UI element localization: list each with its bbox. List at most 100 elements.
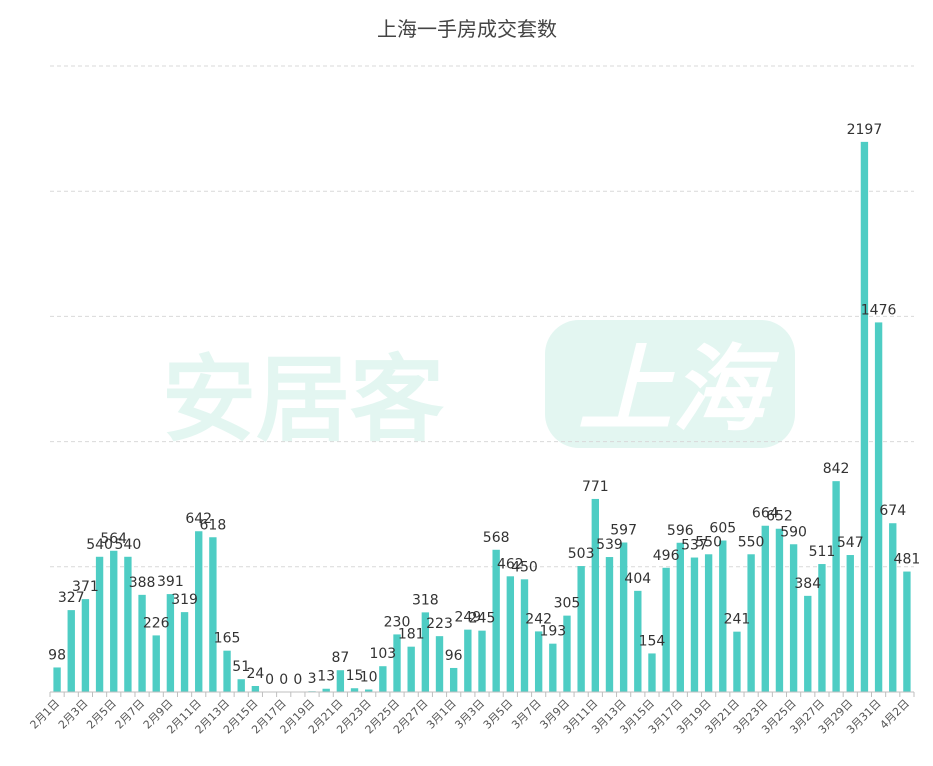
data-label: 0 xyxy=(265,672,274,688)
data-label: 404 xyxy=(624,571,651,587)
data-label: 3 xyxy=(308,671,317,687)
data-label: 503 xyxy=(568,546,595,562)
data-label: 223 xyxy=(426,616,453,632)
data-label: 550 xyxy=(738,534,765,550)
data-label: 540 xyxy=(115,537,142,553)
data-label: 450 xyxy=(511,559,538,575)
data-label: 327 xyxy=(58,590,85,606)
bar xyxy=(223,650,231,692)
bar xyxy=(733,631,741,692)
bar xyxy=(563,615,571,692)
data-label: 540 xyxy=(86,537,113,553)
bar xyxy=(435,636,444,692)
x-tick-label: 2月7日 xyxy=(113,697,148,732)
bar xyxy=(421,612,430,692)
bar xyxy=(251,685,260,692)
x-tick-label: 3月3日 xyxy=(452,697,487,732)
data-label: 511 xyxy=(809,544,836,560)
data-label: 384 xyxy=(794,576,821,592)
data-label: 0 xyxy=(293,672,302,688)
data-label: 391 xyxy=(157,574,184,590)
bar xyxy=(832,481,840,692)
data-label: 181 xyxy=(398,627,425,643)
bar xyxy=(549,643,557,692)
x-tick-labels: 2月1日2月3日2月5日2月7日2月9日2月11日2月13日2月15日2月17日… xyxy=(28,697,912,737)
data-label: 605 xyxy=(709,521,736,537)
bar xyxy=(237,679,245,692)
data-label: 249 xyxy=(454,610,481,626)
bar xyxy=(95,556,104,692)
bar xyxy=(492,549,500,692)
x-tick-label: 3月7日 xyxy=(509,697,544,732)
bar xyxy=(81,599,90,692)
data-label: 319 xyxy=(171,592,198,608)
bar xyxy=(506,576,515,692)
data-label: 568 xyxy=(483,530,510,546)
data-label: 371 xyxy=(72,579,99,595)
bar xyxy=(67,610,75,692)
bar xyxy=(478,630,486,692)
bar xyxy=(152,635,160,692)
x-tick-label: 4月2日 xyxy=(877,697,912,732)
data-label: 664 xyxy=(752,506,779,522)
bar xyxy=(719,540,727,692)
data-label: 242 xyxy=(525,611,552,627)
data-label: 15 xyxy=(346,668,364,684)
bar xyxy=(53,667,61,692)
bar xyxy=(464,629,472,692)
data-label: 590 xyxy=(780,524,807,540)
bar xyxy=(350,688,359,692)
chart-title: 上海一手房成交套数 xyxy=(377,17,557,41)
bar xyxy=(393,634,401,692)
data-label: 0 xyxy=(279,672,288,688)
data-label: 1476 xyxy=(861,302,897,318)
bar xyxy=(449,667,458,692)
bar xyxy=(166,594,175,692)
x-tick-label: 3月5日 xyxy=(481,697,516,732)
data-label: 103 xyxy=(369,646,396,662)
watermark: 安居客 上海 xyxy=(162,320,795,455)
x-axis xyxy=(49,691,915,697)
bar xyxy=(379,666,387,692)
bar xyxy=(124,556,132,692)
data-label: 13 xyxy=(317,669,335,685)
bar xyxy=(138,594,146,692)
data-label: 96 xyxy=(445,648,463,664)
data-label: 462 xyxy=(497,556,524,572)
bar xyxy=(690,557,699,692)
data-label: 24 xyxy=(246,666,264,682)
bar xyxy=(662,567,670,692)
bar xyxy=(619,542,628,692)
bar xyxy=(874,322,883,692)
bar xyxy=(648,653,656,692)
data-label: 537 xyxy=(681,538,708,554)
bar xyxy=(322,688,330,692)
data-label: 496 xyxy=(653,548,680,564)
bar xyxy=(860,141,869,692)
data-label: 481 xyxy=(894,552,921,568)
bar xyxy=(110,550,118,692)
x-tick-label: 2月5日 xyxy=(84,697,119,732)
bar xyxy=(365,689,373,692)
bar xyxy=(789,544,798,692)
watermark-city: 上海 xyxy=(578,336,780,445)
data-label: 245 xyxy=(469,611,496,627)
data-label: 87 xyxy=(331,650,349,666)
bar xyxy=(804,595,812,692)
data-label: 2197 xyxy=(847,122,883,138)
data-label: 550 xyxy=(695,534,722,550)
bar xyxy=(591,498,599,692)
data-label: 154 xyxy=(639,633,666,649)
data-label: 318 xyxy=(412,592,439,608)
bar xyxy=(520,579,529,692)
bar xyxy=(846,555,854,692)
bar xyxy=(818,564,826,692)
gridlines xyxy=(50,65,914,568)
data-label: 539 xyxy=(596,537,623,553)
data-label: 674 xyxy=(879,503,906,519)
data-label: 98 xyxy=(48,647,66,663)
bar xyxy=(577,566,585,692)
bar xyxy=(903,571,911,692)
watermark-brand: 安居客 xyxy=(162,346,444,455)
bar xyxy=(747,554,755,692)
